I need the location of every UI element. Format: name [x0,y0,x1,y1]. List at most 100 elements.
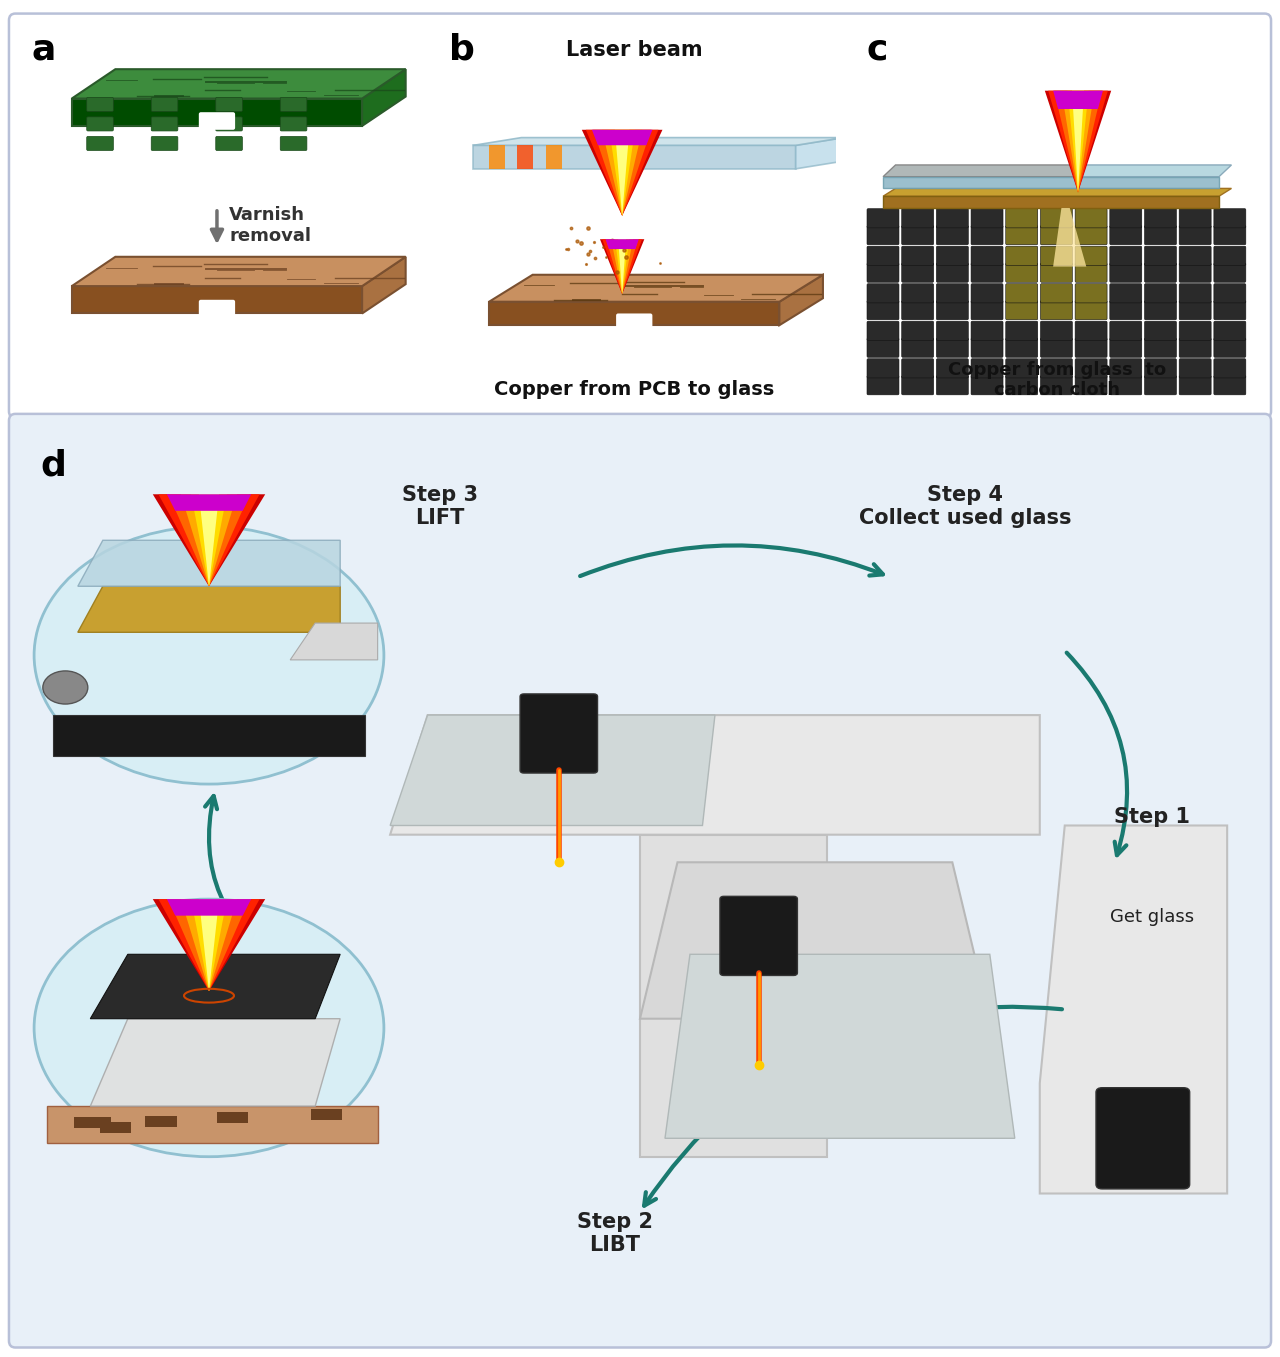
FancyBboxPatch shape [9,414,1271,1348]
FancyBboxPatch shape [972,338,1004,357]
FancyBboxPatch shape [216,137,242,151]
FancyBboxPatch shape [1110,300,1142,320]
FancyBboxPatch shape [867,376,899,395]
FancyBboxPatch shape [1110,263,1142,282]
FancyBboxPatch shape [1006,209,1038,228]
Polygon shape [152,900,265,991]
FancyBboxPatch shape [1144,209,1176,228]
Text: Step 1: Step 1 [1114,807,1190,826]
FancyBboxPatch shape [1144,322,1176,341]
FancyBboxPatch shape [87,137,114,151]
FancyBboxPatch shape [87,98,114,111]
Polygon shape [198,900,219,991]
Polygon shape [169,494,250,586]
Polygon shape [390,715,1039,835]
FancyBboxPatch shape [520,693,598,773]
FancyBboxPatch shape [1006,376,1038,395]
Polygon shape [640,835,827,1156]
FancyBboxPatch shape [1179,284,1211,303]
Polygon shape [191,494,227,586]
Polygon shape [362,69,406,126]
FancyBboxPatch shape [1041,263,1073,282]
FancyBboxPatch shape [937,246,969,266]
FancyBboxPatch shape [216,117,242,132]
Polygon shape [180,494,237,586]
FancyBboxPatch shape [1041,225,1073,244]
FancyBboxPatch shape [719,897,797,976]
FancyBboxPatch shape [972,358,1004,379]
Text: Get glass: Get glass [1110,908,1194,927]
Polygon shape [489,301,780,326]
Text: Copper from PCB to glass: Copper from PCB to glass [494,380,774,399]
FancyBboxPatch shape [1144,338,1176,357]
Polygon shape [1053,91,1103,109]
Polygon shape [72,256,406,286]
Polygon shape [609,130,635,216]
FancyBboxPatch shape [867,284,899,303]
FancyBboxPatch shape [1041,338,1073,357]
FancyBboxPatch shape [937,284,969,303]
Circle shape [35,900,384,1156]
Polygon shape [593,130,652,216]
FancyBboxPatch shape [280,117,307,132]
Polygon shape [614,130,630,216]
FancyBboxPatch shape [972,284,1004,303]
FancyBboxPatch shape [901,358,933,379]
FancyBboxPatch shape [1179,338,1211,357]
Polygon shape [602,130,643,216]
FancyBboxPatch shape [972,322,1004,341]
FancyBboxPatch shape [972,376,1004,395]
FancyBboxPatch shape [1041,322,1073,341]
FancyBboxPatch shape [1213,246,1245,266]
FancyBboxPatch shape [901,300,933,320]
Polygon shape [72,286,362,313]
FancyBboxPatch shape [901,376,933,395]
FancyBboxPatch shape [1213,338,1245,357]
FancyBboxPatch shape [1179,263,1211,282]
FancyBboxPatch shape [1096,1088,1189,1189]
FancyBboxPatch shape [1006,263,1038,282]
Polygon shape [291,623,378,660]
Bar [146,1115,177,1128]
FancyBboxPatch shape [972,246,1004,266]
FancyBboxPatch shape [901,263,933,282]
Polygon shape [390,715,716,825]
Circle shape [42,670,88,704]
FancyBboxPatch shape [1144,263,1176,282]
Polygon shape [780,274,823,326]
FancyBboxPatch shape [1144,246,1176,266]
FancyBboxPatch shape [1006,358,1038,379]
Text: Copper from glass  to
carbon cloth: Copper from glass to carbon cloth [948,361,1166,399]
Polygon shape [474,137,844,145]
Polygon shape [166,900,251,916]
FancyBboxPatch shape [867,246,899,266]
Polygon shape [91,954,340,1019]
Polygon shape [191,900,227,991]
FancyBboxPatch shape [972,263,1004,282]
FancyBboxPatch shape [1075,358,1107,379]
Polygon shape [607,239,639,294]
FancyBboxPatch shape [1110,225,1142,244]
FancyBboxPatch shape [1144,358,1176,379]
Polygon shape [1073,91,1084,193]
FancyBboxPatch shape [1213,209,1245,228]
FancyBboxPatch shape [1213,284,1245,303]
FancyBboxPatch shape [1075,209,1107,228]
FancyBboxPatch shape [1075,284,1107,303]
FancyBboxPatch shape [1144,300,1176,320]
FancyBboxPatch shape [1075,225,1107,244]
Polygon shape [72,99,362,126]
FancyBboxPatch shape [867,338,899,357]
FancyBboxPatch shape [1075,322,1107,341]
FancyBboxPatch shape [1179,300,1211,320]
Bar [311,1109,342,1120]
Polygon shape [152,494,265,586]
FancyBboxPatch shape [972,225,1004,244]
FancyBboxPatch shape [937,225,969,244]
FancyBboxPatch shape [1213,263,1245,282]
FancyBboxPatch shape [1075,246,1107,266]
Bar [100,1122,131,1133]
Bar [216,1113,248,1124]
Polygon shape [1068,91,1088,193]
FancyBboxPatch shape [87,117,114,132]
